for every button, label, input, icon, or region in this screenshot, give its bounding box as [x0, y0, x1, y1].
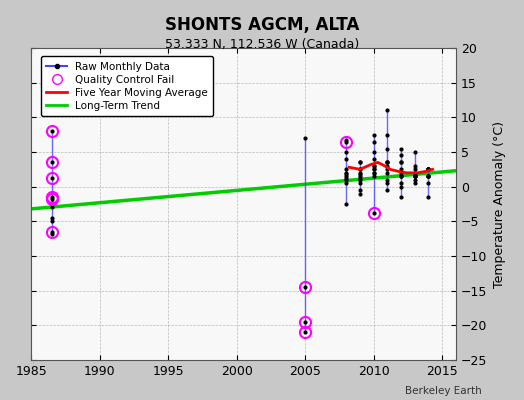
Text: Berkeley Earth: Berkeley Earth [406, 386, 482, 396]
Text: 53.333 N, 112.536 W (Canada): 53.333 N, 112.536 W (Canada) [165, 38, 359, 51]
Text: SHONTS AGCM, ALTA: SHONTS AGCM, ALTA [165, 16, 359, 34]
Legend: Raw Monthly Data, Quality Control Fail, Five Year Moving Average, Long-Term Tren: Raw Monthly Data, Quality Control Fail, … [41, 56, 213, 116]
Y-axis label: Temperature Anomaly (°C): Temperature Anomaly (°C) [493, 120, 506, 288]
